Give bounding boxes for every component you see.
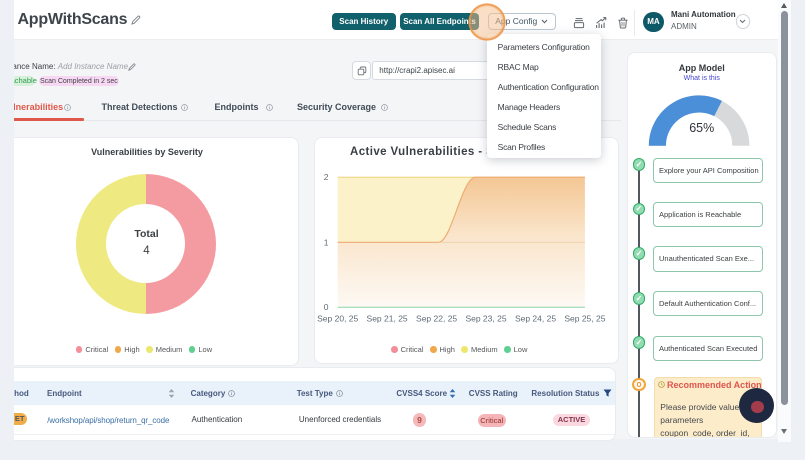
- svg-text:Sep 22, 25: Sep 22, 25: [416, 314, 457, 324]
- svg-text:1: 1: [323, 237, 328, 247]
- svg-text:Sep 23, 25: Sep 23, 25: [465, 314, 506, 324]
- svg-text:Sep 25, 25: Sep 25, 25: [564, 314, 605, 324]
- svg-text:2: 2: [323, 172, 328, 182]
- svg-text:Sep 20, 25: Sep 20, 25: [317, 314, 358, 324]
- svg-text:Sep 21, 25: Sep 21, 25: [366, 314, 407, 324]
- svg-text:0: 0: [323, 302, 328, 312]
- svg-text:Sep 24, 25: Sep 24, 25: [514, 314, 555, 324]
